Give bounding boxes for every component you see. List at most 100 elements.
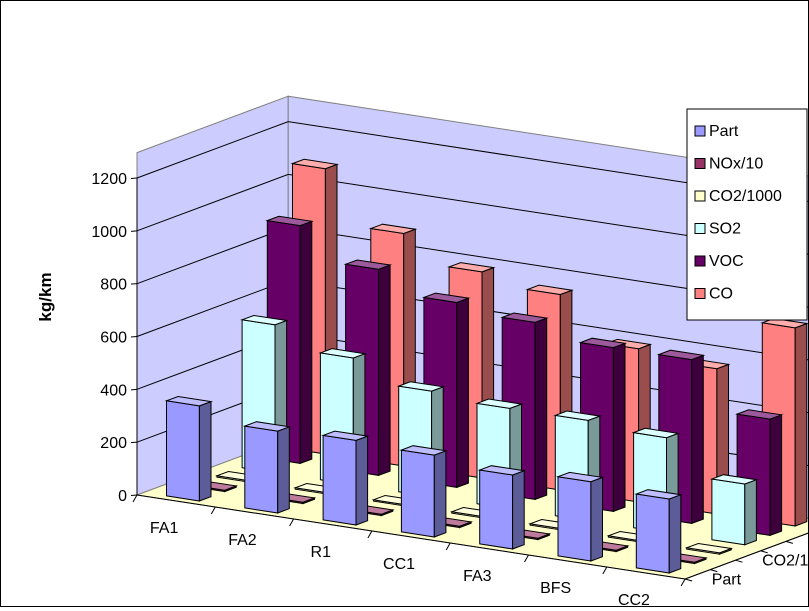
y-axis: 0 200 400 600 800 1000 1200 bbox=[91, 171, 138, 505]
y-tick-label: 0 bbox=[118, 488, 127, 505]
y-axis-title: kg/km bbox=[36, 272, 55, 321]
bar-top bbox=[399, 445, 448, 456]
bar-top bbox=[343, 259, 393, 270]
legend-label: CO2/1000 bbox=[709, 188, 782, 205]
y-tick-label: 1200 bbox=[91, 171, 127, 188]
bar-top bbox=[447, 262, 496, 273]
bar-top bbox=[525, 284, 574, 296]
bar-top bbox=[709, 474, 759, 485]
legend-label: SO2 bbox=[709, 221, 741, 238]
bar-top bbox=[556, 471, 605, 483]
x-axis: FA1 FA2 R1 CC1 FA3 BFS CC2 bbox=[132, 494, 686, 609]
x-tick-label: CC1 bbox=[383, 556, 415, 573]
x-tick bbox=[132, 494, 138, 503]
y-tick bbox=[130, 283, 138, 285]
bar-part-bfs bbox=[556, 471, 605, 562]
legend-label: Part bbox=[709, 123, 739, 140]
x-tick-label: R1 bbox=[311, 544, 332, 561]
bar-front bbox=[400, 449, 435, 538]
legend-swatch bbox=[694, 223, 706, 234]
bar-top bbox=[396, 381, 446, 392]
bar-top bbox=[265, 215, 314, 227]
bar-top bbox=[656, 349, 706, 361]
bar-top bbox=[475, 398, 524, 409]
y-tick-label: 1000 bbox=[91, 224, 127, 241]
depth-tick-label: CO2/1000 bbox=[762, 553, 808, 570]
x-tick bbox=[602, 566, 608, 575]
x-tick-label: CC2 bbox=[618, 592, 650, 606]
bar-top bbox=[368, 223, 418, 235]
y-tick bbox=[130, 230, 138, 232]
bar-side bbox=[744, 478, 757, 546]
bar-side bbox=[512, 469, 525, 550]
y-tick-label: 800 bbox=[100, 277, 127, 294]
x-tick-label: FA3 bbox=[463, 568, 492, 585]
x-tick bbox=[524, 554, 529, 563]
legend-label: CO bbox=[709, 286, 733, 303]
depth-tick bbox=[760, 550, 768, 554]
bar-front bbox=[166, 400, 200, 502]
bar-top bbox=[164, 395, 213, 407]
bar-side bbox=[668, 493, 682, 574]
legend-swatch bbox=[694, 288, 706, 299]
gridline bbox=[136, 173, 809, 255]
bar-top bbox=[578, 337, 627, 349]
bar-front bbox=[635, 493, 670, 574]
bar-co2-1000-cc2 bbox=[684, 542, 734, 555]
bar-top bbox=[631, 427, 681, 439]
bar-front bbox=[322, 434, 357, 526]
y-tick bbox=[130, 441, 138, 444]
legend-swatch bbox=[694, 125, 706, 137]
bar-side bbox=[433, 450, 447, 538]
bar-top bbox=[290, 158, 339, 170]
bar-side bbox=[355, 435, 369, 526]
bars bbox=[164, 158, 809, 574]
bar-so2-cc2 bbox=[709, 474, 759, 546]
bar-side bbox=[534, 317, 548, 501]
legend-swatch bbox=[694, 255, 706, 267]
bar-top bbox=[500, 312, 549, 323]
depth-tick bbox=[785, 540, 794, 544]
y-tick bbox=[130, 388, 138, 391]
bar-side bbox=[198, 400, 212, 502]
legend-swatch bbox=[694, 190, 706, 202]
depth-tick bbox=[735, 559, 743, 563]
bar-side bbox=[299, 220, 313, 465]
bar-side bbox=[769, 414, 783, 537]
bar-part-fa2 bbox=[242, 421, 292, 514]
bar-top bbox=[477, 465, 527, 476]
x-tick bbox=[680, 578, 686, 587]
bar-side bbox=[590, 476, 603, 562]
bar-side bbox=[378, 264, 391, 477]
bar-top bbox=[240, 314, 289, 326]
bar-part-r1 bbox=[321, 430, 370, 526]
bar-part-fa1 bbox=[164, 395, 213, 502]
bar-side bbox=[277, 426, 290, 514]
bar-part-fa3 bbox=[477, 465, 527, 550]
legend: Part NOx/10 CO2/1000 SO2 VOC CO bbox=[686, 108, 808, 321]
bar-part-cc2 bbox=[634, 489, 683, 574]
legend-swatch bbox=[694, 158, 706, 169]
x-tick bbox=[445, 542, 451, 551]
bar-front bbox=[557, 476, 592, 562]
bar-top bbox=[318, 348, 367, 359]
legend-label: VOC bbox=[709, 253, 744, 270]
depth-tick-label: Part bbox=[712, 571, 742, 588]
bar-front bbox=[711, 478, 746, 546]
y-tick-label: 400 bbox=[100, 382, 127, 399]
y-tick-label: 200 bbox=[100, 435, 127, 452]
legend-box bbox=[686, 108, 808, 321]
bar-side bbox=[612, 342, 626, 513]
depth-tick bbox=[684, 578, 693, 582]
bar-top bbox=[735, 409, 784, 420]
y-tick bbox=[130, 177, 138, 179]
legend-label: NOx/10 bbox=[709, 156, 763, 173]
bar-side bbox=[691, 354, 704, 525]
bar-side bbox=[794, 322, 808, 527]
x-tick bbox=[289, 518, 295, 527]
x-tick bbox=[367, 530, 373, 539]
bar-top bbox=[421, 292, 471, 304]
